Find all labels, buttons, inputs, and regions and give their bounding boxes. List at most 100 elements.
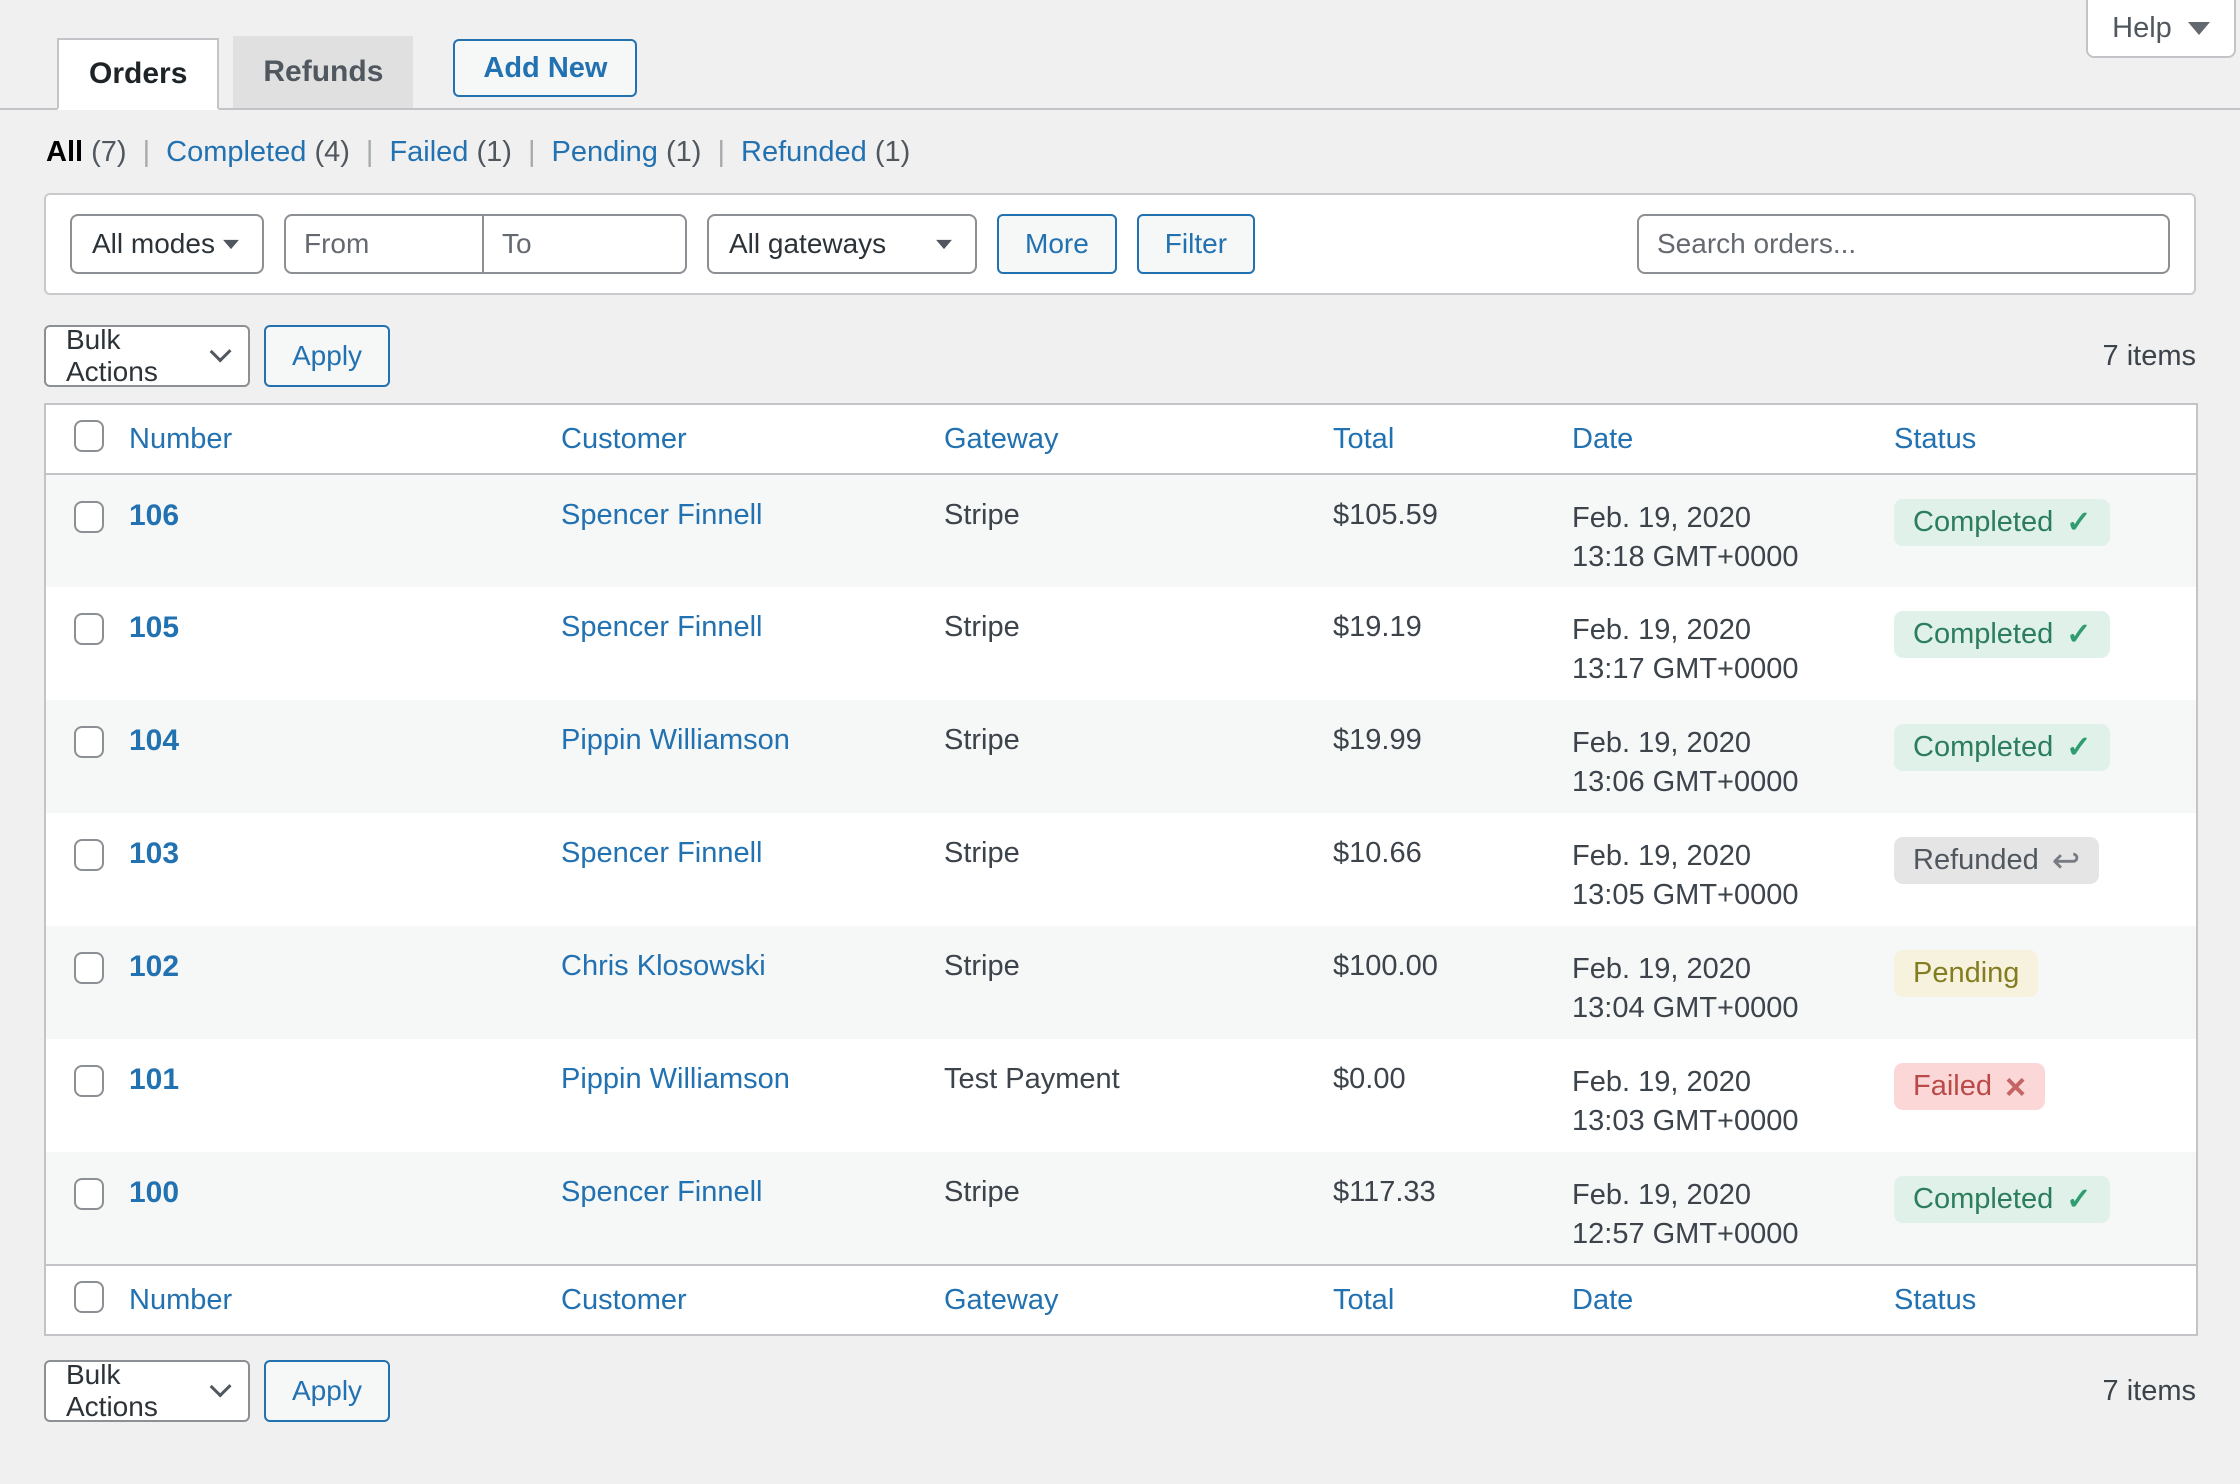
status-badge: Failed × — [1894, 1063, 2046, 1110]
separator: | — [527, 136, 536, 168]
status-badge: Pending — [1894, 950, 2039, 997]
order-number-link[interactable]: 100 — [129, 1176, 180, 1209]
items-count: 7 items — [2102, 339, 2196, 372]
chevron-down-icon — [936, 239, 952, 249]
customer-link[interactable]: Spencer Finnell — [561, 499, 763, 531]
items-count: 7 items — [2102, 1374, 2196, 1407]
add-new-label: Add New — [483, 51, 608, 84]
row-checkbox[interactable] — [74, 1065, 104, 1097]
filter-button[interactable]: Filter — [1136, 214, 1256, 274]
customer-link[interactable]: Spencer Finnell — [561, 837, 763, 869]
order-number-link[interactable]: 105 — [129, 611, 180, 644]
table-row: 105 Spencer Finnell Stripe $19.19 Feb. 1… — [45, 587, 2197, 700]
order-number-link[interactable]: 106 — [129, 499, 180, 532]
customer-link[interactable]: Spencer Finnell — [561, 611, 763, 643]
customer-link[interactable]: Pippin Williamson — [561, 1063, 790, 1095]
tab-orders[interactable]: Orders — [57, 38, 220, 110]
chevron-down-icon — [2187, 21, 2210, 35]
column-footer-date[interactable]: Date — [1572, 1283, 1634, 1316]
order-number-link[interactable]: 103 — [129, 837, 180, 870]
column-header-total[interactable]: Total — [1333, 422, 1395, 455]
date-from-input[interactable] — [284, 214, 484, 274]
date-value: Feb. 19, 2020 12:57 GMT+0000 — [1572, 1179, 1799, 1250]
table-footer-row: Number Customer Gateway Total Date Statu… — [45, 1264, 2197, 1335]
status-check-icon: ✓ — [2066, 731, 2092, 764]
row-checkbox[interactable] — [74, 952, 104, 984]
view-pending[interactable]: Pending (1) — [551, 136, 702, 168]
row-checkbox[interactable] — [74, 1178, 104, 1210]
table-row: 100 Spencer Finnell Stripe $117.33 Feb. … — [45, 1152, 2197, 1265]
status-check-icon: ✓ — [2066, 618, 2092, 651]
status-check-icon: ✓ — [2066, 506, 2092, 539]
column-footer-number[interactable]: Number — [129, 1283, 233, 1316]
customer-link[interactable]: Pippin Williamson — [561, 724, 790, 756]
gateway-value: Stripe — [944, 837, 1020, 869]
bulk-actions-select[interactable]: Bulk Actions — [44, 324, 250, 387]
gateway-value: Stripe — [944, 499, 1020, 531]
table-row: 101 Pippin Williamson Test Payment $0.00… — [45, 1039, 2197, 1152]
column-header-customer[interactable]: Customer — [561, 422, 687, 455]
total-value: $100.00 — [1333, 950, 1438, 982]
gateway-select[interactable]: All gateways — [707, 214, 977, 274]
column-header-date[interactable]: Date — [1572, 422, 1634, 455]
view-refunded[interactable]: Refunded (1) — [741, 136, 911, 168]
gateway-value: Stripe — [944, 1176, 1020, 1208]
select-all-checkbox[interactable] — [74, 420, 104, 452]
select-all-checkbox[interactable] — [74, 1281, 104, 1313]
order-number-link[interactable]: 101 — [129, 1063, 180, 1096]
date-value: Feb. 19, 2020 13:18 GMT+0000 — [1572, 502, 1799, 573]
mode-select[interactable]: All modes — [70, 214, 264, 274]
separator: | — [717, 136, 725, 168]
column-header-gateway[interactable]: Gateway — [944, 422, 1059, 455]
help-button[interactable]: Help — [2086, 0, 2236, 58]
customer-link[interactable]: Chris Klosowski — [561, 950, 766, 982]
status-x-icon: × — [2005, 1065, 2027, 1107]
more-button[interactable]: More — [997, 214, 1117, 274]
total-value: $19.19 — [1333, 611, 1422, 643]
total-value: $0.00 — [1333, 1063, 1406, 1095]
order-number-link[interactable]: 102 — [129, 950, 180, 983]
status-badge: Refunded ↩ — [1894, 837, 2100, 884]
column-footer-total[interactable]: Total — [1333, 1283, 1395, 1316]
mode-select-value: All modes — [92, 228, 215, 259]
column-footer-status[interactable]: Status — [1894, 1283, 1977, 1316]
status-views-subnav: All (7) | Completed (4) | Failed (1) | P… — [46, 136, 2240, 169]
apply-button[interactable]: Apply — [264, 1360, 391, 1422]
bulk-actions-value: Bulk Actions — [66, 1359, 158, 1422]
status-badge: Completed ✓ — [1894, 611, 2111, 658]
apply-button[interactable]: Apply — [264, 325, 391, 387]
separator: | — [365, 136, 374, 168]
date-value: Feb. 19, 2020 13:04 GMT+0000 — [1572, 953, 1799, 1024]
date-to-input[interactable] — [484, 214, 687, 274]
view-failed[interactable]: Failed (1) — [389, 136, 512, 168]
table-row: 103 Spencer Finnell Stripe $10.66 Feb. 1… — [45, 813, 2197, 926]
column-header-status[interactable]: Status — [1894, 422, 1977, 455]
total-value: $19.99 — [1333, 724, 1422, 756]
customer-link[interactable]: Spencer Finnell — [561, 1176, 763, 1208]
orders-table: Number Customer Gateway Total Date Statu… — [44, 403, 2198, 1336]
gateway-value: Stripe — [944, 950, 1020, 982]
add-new-button[interactable]: Add New — [453, 39, 638, 97]
table-row: 102 Chris Klosowski Stripe $100.00 Feb. … — [45, 926, 2197, 1039]
date-range-group — [284, 214, 687, 274]
date-value: Feb. 19, 2020 13:03 GMT+0000 — [1572, 1066, 1799, 1137]
bulk-actions-row-top: Bulk Actions Apply 7 items — [44, 324, 2196, 387]
column-header-number[interactable]: Number — [129, 422, 233, 455]
row-checkbox[interactable] — [74, 726, 104, 758]
tab-refunds[interactable]: Refunds — [233, 36, 414, 108]
row-checkbox[interactable] — [74, 613, 104, 645]
row-checkbox[interactable] — [74, 839, 104, 871]
bulk-actions-select[interactable]: Bulk Actions — [44, 1359, 250, 1422]
tab-orders-label: Orders — [89, 57, 188, 90]
total-value: $117.33 — [1333, 1176, 1436, 1208]
view-all[interactable]: All (7) — [46, 136, 127, 168]
row-checkbox[interactable] — [74, 501, 104, 533]
view-completed[interactable]: Completed (4) — [166, 136, 350, 168]
status-undo-icon: ↩ — [2051, 841, 2081, 880]
search-orders-input[interactable] — [1637, 214, 2170, 274]
status-check-icon: ✓ — [2066, 1183, 2092, 1216]
gateway-select-value: All gateways — [729, 228, 887, 259]
column-footer-gateway[interactable]: Gateway — [944, 1283, 1059, 1316]
column-footer-customer[interactable]: Customer — [561, 1283, 687, 1316]
order-number-link[interactable]: 104 — [129, 724, 180, 757]
